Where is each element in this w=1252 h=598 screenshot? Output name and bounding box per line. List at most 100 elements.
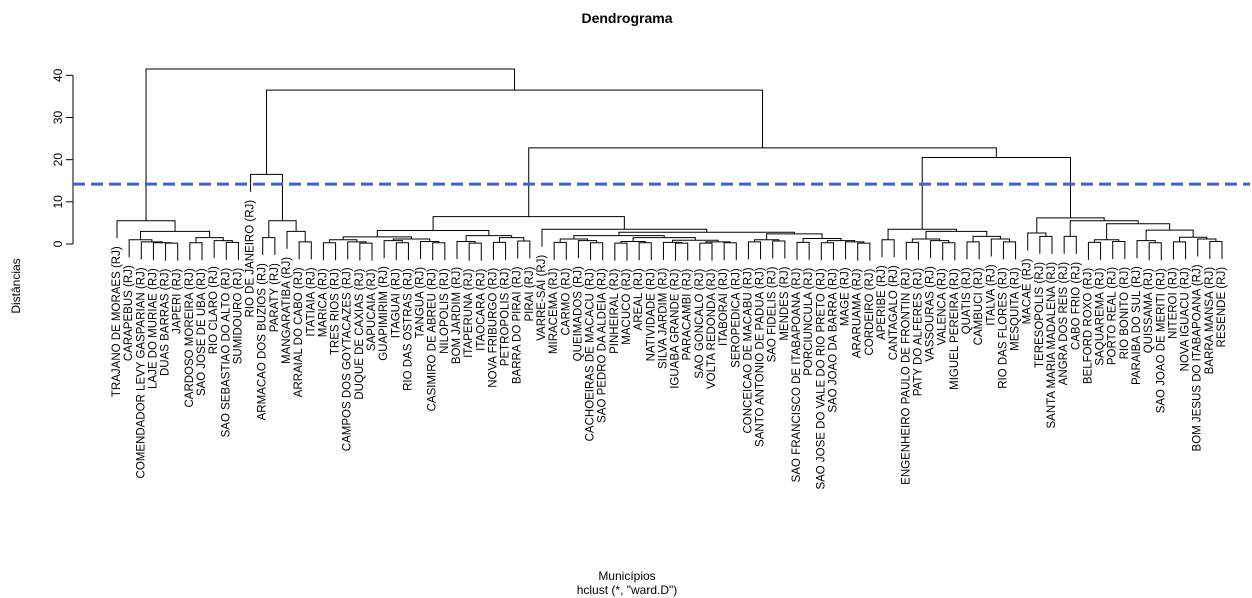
leaf-label: CANTAGALO (RJ) (888, 265, 900, 360)
merge (1002, 241, 1017, 260)
leaf-label: CARMO (RJ) (560, 268, 572, 336)
leaf-label: APERIBE (RJ) (876, 265, 888, 340)
merge (322, 242, 337, 261)
merge (614, 242, 628, 261)
merge (820, 242, 834, 261)
leaf-label: ANGRA DOS REIS (RJ) (1058, 262, 1070, 385)
merge (128, 239, 153, 258)
merge (165, 242, 179, 261)
leaf-label: MIGUEL PEREIRA (RJ) (949, 268, 961, 390)
y-axis-label: Distâncias (9, 258, 23, 313)
leaf-label: MIRACEMA (RJ) (548, 268, 560, 354)
leaf-label: BOM JESUS DO ITABAPOANA (RJ) (1192, 264, 1204, 451)
merge (432, 242, 446, 261)
leaf-label: BARRA DO PIRAI (RJ) (512, 266, 524, 384)
leaf-label: PATY DO ALFERES (RJ) (912, 268, 924, 397)
merge (195, 237, 224, 243)
merge (152, 242, 173, 261)
merge (672, 239, 719, 243)
merge (116, 220, 176, 239)
leaf-label: NOVA IGUACU (RJ) (1180, 267, 1192, 371)
merge (395, 242, 409, 261)
leaf-label: ITAPERUNA (RJ) (463, 268, 475, 357)
y-tick-label: 40 (51, 68, 65, 82)
leaf-label: PARAIBA DO SUL (RJ) (1131, 266, 1143, 385)
leaf-label: MESQUITA (RJ) (1010, 267, 1022, 351)
leaf-label: SAO JOAO DE MERITI (RJ) (1155, 268, 1167, 413)
merge (723, 242, 737, 261)
merge (432, 216, 625, 231)
leaf-label: PORCIUNCULA (RJ) (803, 268, 815, 376)
leaf-label: TRAJANO DE MORAES (RJ) (111, 246, 123, 397)
merge (140, 230, 211, 240)
leaf-label: CAMPOS DOS GOYTACAZES (RJ) (342, 267, 354, 451)
leaf-label: BARRA MANSA (RJ) (1204, 267, 1216, 375)
merge (1179, 236, 1208, 242)
merge (905, 241, 919, 260)
leaf-label: SAO JOAO DA BARRA (RJ) (827, 268, 839, 413)
merge (559, 238, 589, 243)
merge (298, 241, 312, 260)
leaf-label: VASSOURAS (RJ) (925, 266, 937, 362)
leaf-label: SANTO ANTONIO DE PADUA (RJ) (755, 267, 767, 447)
x-axis-label: Municípios (598, 569, 655, 583)
merge (618, 231, 795, 236)
leaf-label: RIO DE JANEIRO (RJ) (245, 200, 257, 318)
leaf-label: CARDOSO MOREIRA (RJ) (184, 268, 196, 407)
leaf-label: SAO JOSE DE UBA (RJ) (196, 268, 208, 396)
leaf-label: SANTA MARIA MADALENA (RJ) (1046, 262, 1058, 429)
leaf-label: DUAS BARRAS (RJ) (160, 268, 172, 376)
leaf-label: VARRE-SAI (RJ) (536, 255, 548, 341)
merge (705, 241, 731, 244)
leaf-label: ARRAIAL DO CABO (RJ) (293, 267, 305, 397)
merge (286, 230, 306, 249)
leaf-label: PETROPOLIS (RJ) (500, 268, 512, 367)
leaf-label: ITAGUAI (RJ) (390, 268, 402, 338)
merge (675, 242, 689, 261)
leaf-label: SAO FIDELIS (RJ) (767, 266, 779, 362)
leaf-label: COMENDADOR LEVY GASPARIAN (RJ) (135, 267, 147, 478)
leaf-label: ITALVA (RJ) (985, 264, 997, 326)
merge (1112, 240, 1126, 259)
merge (1145, 229, 1194, 241)
leaf-label: CONCEICAO DE MACABU (RJ) (742, 267, 754, 433)
merge (492, 241, 507, 260)
leaf-label: SEROPEDICA (RJ) (730, 268, 742, 368)
leaf-label: CARAPEBUS (RJ) (123, 265, 135, 361)
merge (553, 241, 567, 260)
merge (887, 228, 957, 240)
merge (145, 68, 516, 221)
leaf-label: LAJE DO MURIAE (RJ) (147, 268, 159, 389)
merge (1197, 238, 1217, 257)
leaf-label: RIO DAS OSTRAS (RJ) (402, 268, 414, 391)
leaf-label: MACAE (RJ) (1022, 258, 1034, 324)
merge (1087, 241, 1102, 260)
merge (499, 237, 525, 243)
merge (845, 241, 865, 260)
y-tick-label: 0 (51, 240, 65, 247)
leaf-label: TRES RIOS (RJ) (330, 268, 342, 355)
merge (766, 233, 823, 240)
leaf-label: QUISSAMA (RJ) (1143, 268, 1155, 353)
merge (268, 220, 297, 238)
merge (1172, 241, 1187, 260)
leaf-label: AREAL (RJ) (633, 268, 645, 330)
merge (1209, 240, 1223, 259)
merge (632, 237, 696, 242)
leaf-label: JAPERI (RJ) (172, 268, 184, 333)
leaf-label: VALENCA (RJ) (937, 268, 949, 345)
leaf-label: CASIMIRO DE ABREU (RJ) (427, 268, 439, 411)
leaf-label: NATIVIDADE (RJ) (645, 268, 657, 361)
merge (930, 240, 950, 259)
merge (796, 241, 810, 260)
leaf-label: QUEIMADOS (RJ) (572, 266, 584, 361)
merge (826, 240, 856, 243)
merge (465, 235, 513, 242)
merge (392, 238, 431, 242)
leaf-label: MACUCO (RJ) (621, 268, 633, 344)
leaf-label: SUMIDOURO (RJ) (232, 268, 244, 365)
leaf-label: PARACAMBI (RJ) (682, 268, 694, 360)
leaf-label: SAQUAREMA (RJ) (1095, 268, 1107, 366)
merge (250, 173, 283, 221)
leaf-label: CABO FRIO (RJ) (1070, 262, 1082, 350)
